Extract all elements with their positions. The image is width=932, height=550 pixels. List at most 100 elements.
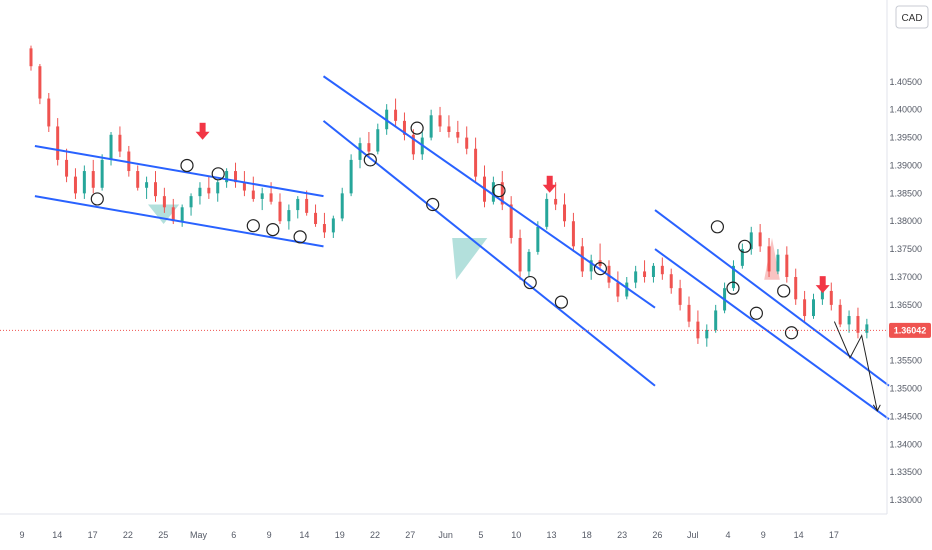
plot-area[interactable] [0,45,890,421]
candle-body[interactable] [554,198,558,205]
touch-circle[interactable] [363,153,377,167]
channel-lower-line[interactable] [34,195,324,248]
candle-body[interactable] [616,282,620,297]
candle-body[interactable] [518,237,522,272]
touch-circle[interactable] [492,183,506,198]
candle-body[interactable] [438,115,442,127]
candle-body[interactable] [527,251,531,272]
candle-body[interactable] [394,109,398,121]
candle-body[interactable] [367,143,371,152]
candle-body[interactable] [305,198,309,213]
candle-body[interactable] [296,198,300,211]
candle-body[interactable] [162,196,166,208]
candle-body[interactable] [776,254,780,272]
candle-body[interactable] [696,321,700,339]
candle-body[interactable] [820,290,824,300]
candle-body[interactable] [829,290,833,305]
candle-body[interactable] [429,115,433,138]
touch-circle[interactable] [410,121,424,135]
down-arrow-marker[interactable] [542,175,557,193]
candle-body[interactable] [767,246,771,272]
candle-body[interactable] [314,212,318,225]
candle-body[interactable] [331,218,335,233]
candle-body[interactable] [563,204,567,222]
candle-body[interactable] [785,254,789,277]
candle-body[interactable] [171,207,175,222]
candle-body[interactable] [251,190,255,199]
channel-upper-line[interactable] [654,209,890,387]
candle-body[interactable] [589,260,593,272]
candle-body[interactable] [349,159,353,194]
candle-body[interactable] [145,182,149,188]
touch-circle[interactable] [784,326,799,340]
candle-body[interactable] [634,271,638,283]
touch-circle[interactable] [726,281,740,295]
candle-body[interactable] [847,316,851,325]
touch-circle[interactable] [523,275,537,290]
candle-body[interactable] [580,246,584,272]
touch-circle[interactable] [266,223,280,237]
candle-body[interactable] [216,182,220,194]
candle-body[interactable] [278,201,282,222]
candle-body[interactable] [447,126,451,133]
candle-body[interactable] [500,182,504,205]
candle-body[interactable] [47,98,51,127]
candle-body[interactable] [242,182,246,191]
candle-body[interactable] [571,221,575,247]
candle-body[interactable] [73,176,77,194]
candle-body[interactable] [153,182,157,197]
candle-body[interactable] [749,232,753,250]
touch-circle[interactable] [593,262,608,276]
down-arrow-marker[interactable] [195,122,210,140]
candle-body[interactable] [287,210,291,222]
candle-body[interactable] [29,48,33,67]
candle-body[interactable] [118,134,122,152]
touch-circle[interactable] [293,230,307,244]
candle-body[interactable] [669,274,673,289]
candle-body[interactable] [740,249,744,266]
candle-body[interactable] [322,224,326,233]
down-arrow-marker[interactable] [815,276,830,294]
candle-body[interactable] [545,198,549,227]
candle-body[interactable] [660,265,664,275]
candle-body[interactable] [340,193,344,219]
candle-body[interactable] [65,159,69,177]
candle-body[interactable] [109,134,113,160]
candle-body[interactable] [38,66,42,99]
candle-body[interactable] [474,148,478,177]
candle-body[interactable] [189,196,193,208]
candle-body[interactable] [714,310,718,330]
candle-body[interactable] [865,324,869,333]
currency-box[interactable]: CAD [895,5,929,29]
candle-body[interactable] [705,329,709,339]
candle-body[interactable] [91,171,95,188]
candle-body[interactable] [794,277,798,300]
touch-circle[interactable] [738,239,752,253]
candle-body[interactable] [678,288,682,305]
candle-body[interactable] [234,171,238,183]
candle-body[interactable] [687,304,691,322]
candle-body[interactable] [376,129,380,152]
channel-upper-line[interactable] [322,75,656,309]
candle-body[interactable] [758,232,762,247]
projection-path[interactable] [833,321,878,411]
candle-body[interactable] [358,143,362,160]
candle-body[interactable] [509,204,513,238]
channel-lower-line[interactable] [322,120,656,387]
candle-body[interactable] [260,193,264,199]
candle-body[interactable] [402,120,406,135]
candle-body[interactable] [456,132,460,138]
candle-body[interactable] [82,171,86,194]
channel-upper-line[interactable] [34,144,324,198]
candle-body[interactable] [180,207,184,222]
candle-body[interactable] [411,134,415,155]
candle-body[interactable] [269,193,273,202]
candle-body[interactable] [651,265,655,277]
candle-body[interactable] [136,171,140,188]
channel-lower-line[interactable] [654,248,890,421]
touch-circle[interactable] [554,295,569,309]
candle-body[interactable] [198,187,202,197]
price-axis[interactable]: 1.40500 1.40000 1.39500 1.39000 1.38500 1.380… [889,77,922,505]
candle-body[interactable] [803,299,807,317]
